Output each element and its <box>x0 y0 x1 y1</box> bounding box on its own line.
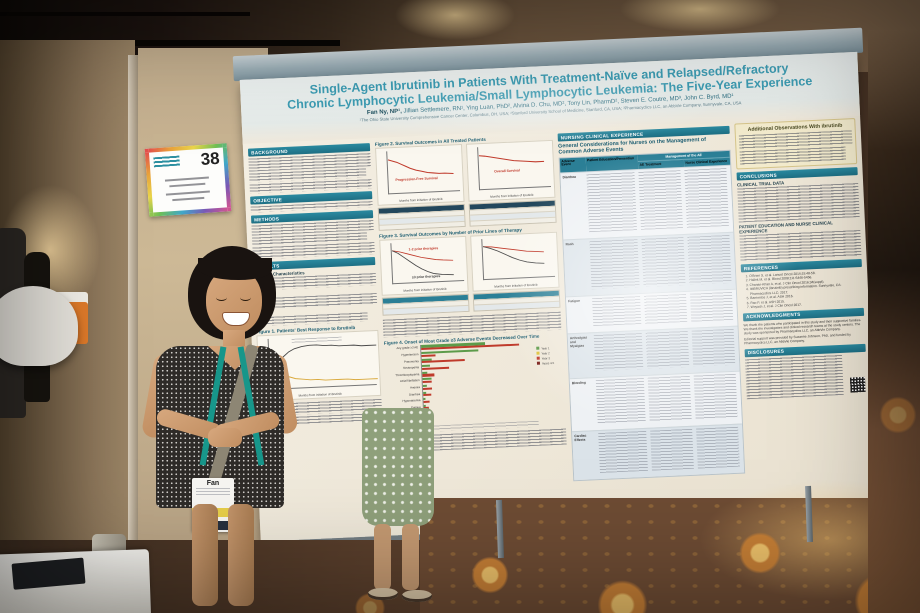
figure2-os-chart: Overall Survival Months from initiation … <box>465 139 556 202</box>
figure3-left-plot <box>391 250 454 276</box>
nursing-table-row: Arthralgias and Myalgias <box>567 325 740 379</box>
disclosures-text-lines <box>744 354 844 399</box>
poster-board: Single-Agent Ibrutinib in Patients With … <box>232 27 885 553</box>
badge-name: Fan <box>206 480 220 487</box>
neck <box>223 330 245 348</box>
figure2-os-table <box>468 199 557 227</box>
sandal <box>368 588 398 600</box>
carpet-medallion <box>868 380 920 450</box>
qr-code <box>849 376 866 393</box>
figure3-left-table <box>381 293 470 316</box>
nursing-table-row: Rash <box>563 231 736 297</box>
sign-number: 38 <box>200 148 221 170</box>
eye <box>240 294 251 301</box>
nursing-table-row: Diarrhea <box>560 164 734 240</box>
leg <box>228 504 254 606</box>
right-wall-edge <box>868 30 920 613</box>
figure3-right-chart: Months from initiation of ibrutinib <box>470 231 560 292</box>
conclusion-bullet-lines <box>737 183 860 223</box>
sign-logo <box>153 155 180 168</box>
sandal <box>402 590 432 602</box>
leg <box>192 504 218 606</box>
poster-column-nursing: NURSING CLINICAL EXPERIENCE General Cons… <box>557 124 746 513</box>
poster-paper: Single-Agent Ibrutinib in Patients With … <box>239 51 879 542</box>
nursing-table-body: Diarrhea Rash Fatigue Arthralgias and Myalg… <box>560 164 745 481</box>
nursing-col2-header: Patient Education/Prevention <box>585 154 639 172</box>
references-list: O'Brien S, et al. Lancet Oncol 2014;15:4… <box>741 269 864 310</box>
figure2-os-plot <box>478 155 545 163</box>
figure3-left-chart: 1-2 prior therapies ≥3 prior therapies M… <box>379 235 469 296</box>
patient-ed-bullet-lines <box>739 229 862 262</box>
ceiling-beam <box>0 12 250 16</box>
carpet-medallion <box>720 520 800 586</box>
room-sign-38: 38 <box>144 143 232 217</box>
figure2-pfs-table <box>377 203 466 231</box>
poster-column-right: Additional Observations With ibrutinib C… <box>734 118 872 505</box>
nursing-table-row: Cardiac Effects <box>572 423 745 481</box>
nursing-table-row: Bleeding <box>569 370 742 432</box>
hands <box>208 428 242 447</box>
tablet-device <box>11 557 86 590</box>
woman-presenter: Fan <box>128 246 313 613</box>
figure2-pfs-chart: Progression-Free Survival Months from in… <box>374 143 465 206</box>
nursing-table: Adverse Event Patient Education/Preventi… <box>558 149 746 482</box>
additional-observations-box: Additional Observations With ibrutinib <box>734 118 858 170</box>
leg <box>402 524 419 590</box>
person-green-skirt <box>362 408 444 613</box>
sign-text-line <box>169 182 206 187</box>
sign-text-line <box>172 196 205 201</box>
green-skirt <box>362 408 434 526</box>
fig4-legend: Year 1 Year 2 Year 3 Years 4-5 <box>536 338 566 418</box>
sign-text-line <box>165 190 210 196</box>
ceiling-light-glow <box>395 0 515 40</box>
eye <box>216 294 227 301</box>
figure3-right-table <box>472 289 561 312</box>
sign-text-line <box>164 176 209 182</box>
ceiling-beam <box>0 40 340 46</box>
badge-text-lines <box>196 488 230 496</box>
leg <box>374 524 391 590</box>
hair-fringe <box>198 258 272 280</box>
nursing-table-row: Fatigue <box>565 288 738 334</box>
figure2-pfs-plot <box>387 159 454 174</box>
figure3-right-plot <box>482 246 545 264</box>
wall-corner-trim <box>128 55 138 575</box>
legend-item: Years 4-5 <box>536 360 563 365</box>
nursing-col1-header: Adverse Event <box>559 157 587 173</box>
alcove-table <box>0 286 78 366</box>
carpet-medallion <box>455 545 525 605</box>
observation-bullet-lines <box>739 146 847 166</box>
